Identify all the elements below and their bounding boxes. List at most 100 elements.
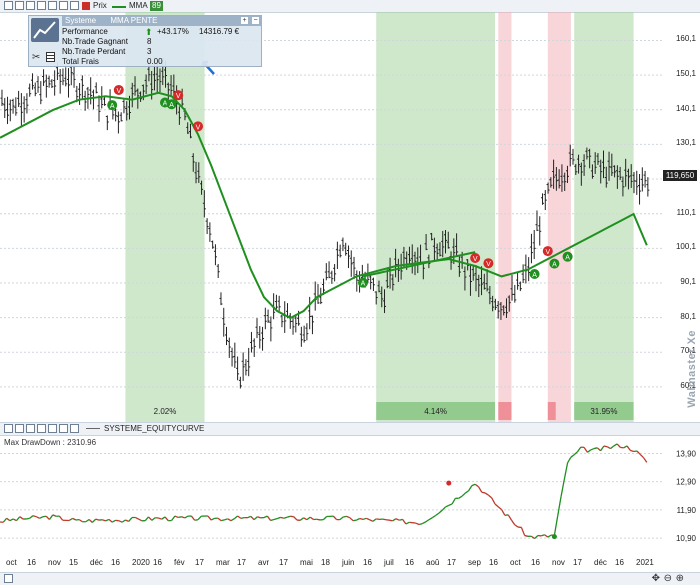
trade-zone: [125, 12, 204, 422]
equity-segment: [294, 517, 297, 520]
scroll-bar[interactable]: ✥ ⊖ ⊕: [0, 572, 700, 585]
equity-segment: [112, 520, 115, 522]
equity-segment: [601, 446, 604, 451]
equity-segment: [281, 517, 284, 518]
equity-segment: [611, 446, 614, 449]
equity-segment: [548, 535, 551, 537]
equity-segment: [30, 516, 33, 519]
equity-segment: [521, 527, 524, 535]
equity-segment: [257, 517, 260, 518]
window-icon[interactable]: [48, 424, 57, 433]
equity-segment: [43, 516, 46, 517]
equity-segment: [485, 493, 488, 495]
equity-segment: [432, 516, 435, 518]
mma-period-badge[interactable]: 89: [150, 1, 163, 11]
equity-segment: [224, 519, 227, 520]
equity-segment: [46, 516, 49, 519]
equity-segment: [158, 518, 161, 519]
equity-segment: [162, 517, 165, 519]
equity-segment: [254, 517, 257, 520]
equity-panel-title[interactable]: SYSTEME_EQUITYCURVE: [104, 423, 204, 435]
zoom-in-icon[interactable]: ⊕: [676, 573, 684, 584]
pan-icon[interactable]: ✥: [652, 573, 660, 584]
settings-icon[interactable]: [37, 1, 46, 10]
equity-segment: [396, 519, 399, 520]
equity-segment: [333, 516, 336, 519]
equity-segment: [3, 518, 6, 522]
time-axis-tick: 17: [573, 558, 582, 567]
equity-segment: [462, 493, 465, 496]
crosshair-tool-icon[interactable]: [4, 424, 13, 433]
time-axis-tick: 17: [237, 558, 246, 567]
price-series-label[interactable]: Prix: [93, 0, 107, 12]
time-axis-tick: 2021: [636, 558, 654, 567]
zoom-out-icon[interactable]: ⊖: [664, 573, 672, 584]
equity-segment: [135, 517, 138, 519]
scroll-left-icon[interactable]: [4, 574, 13, 583]
collapse-icon[interactable]: −: [252, 17, 259, 24]
indicator-icon[interactable]: [70, 424, 79, 433]
equity-segment: [607, 447, 610, 449]
time-axis-tick: 16: [153, 558, 162, 567]
equity-segment: [208, 516, 211, 520]
indicator-icon[interactable]: [70, 1, 79, 10]
equity-segment: [17, 517, 20, 521]
equity-segment: [525, 536, 528, 537]
trade-zone: [548, 12, 571, 422]
report-icon[interactable]: [46, 52, 55, 62]
equity-segment: [422, 522, 425, 524]
equity-segment: [92, 519, 95, 522]
time-axis-tick: 16: [405, 558, 414, 567]
legend-row-winning-label: Nb.Trade Gagnant: [62, 37, 128, 47]
equity-segment: [436, 513, 439, 515]
equity-segment: [597, 448, 600, 451]
expand-icon[interactable]: +: [241, 17, 248, 24]
equity-segment: [363, 518, 366, 519]
loss-band: [548, 402, 556, 420]
crosshair-tool-icon[interactable]: [4, 1, 13, 10]
grid-icon[interactable]: [59, 1, 68, 10]
brand-watermark: Walmaster Xe: [686, 330, 698, 408]
equity-segment: [591, 449, 594, 450]
equity-segment: [340, 517, 343, 520]
price-axis-tick: 110,1: [677, 208, 696, 217]
time-axis-tick: 16: [363, 558, 372, 567]
equity-segment: [69, 518, 72, 520]
equity-segment: [86, 519, 89, 521]
grid-icon[interactable]: [59, 424, 68, 433]
equity-segment: [502, 510, 505, 516]
tools-icon[interactable]: ✂: [32, 52, 40, 63]
settings-icon[interactable]: [37, 424, 46, 433]
equity-segment: [304, 518, 307, 520]
equity-segment: [508, 515, 511, 520]
zoom-tool-icon[interactable]: [15, 424, 24, 433]
mma-label[interactable]: MMA: [129, 0, 148, 12]
time-axis-tick: nov: [552, 558, 565, 567]
equity-segment: [419, 524, 422, 525]
equity-segment: [343, 516, 346, 517]
window-icon[interactable]: [48, 1, 57, 10]
zoom-tool-icon[interactable]: [15, 1, 24, 10]
equity-segment: [545, 535, 548, 537]
price-axis-tick: 100,1: [676, 242, 696, 251]
signal-label: A: [169, 102, 174, 109]
equity-segment: [139, 519, 142, 521]
equity-segment: [238, 516, 241, 518]
time-axis-tick: oct: [510, 558, 521, 567]
equity-segment: [505, 515, 508, 516]
time-axis-tick: avr: [258, 558, 269, 567]
equity-segment: [26, 518, 29, 519]
time-axis-tick: sep: [468, 558, 481, 567]
equity-segment: [558, 497, 561, 516]
price-axis-tick: 90,1: [680, 277, 696, 286]
legend-row-performance-value: +43.17%: [157, 27, 189, 37]
equity-segment: [13, 519, 16, 521]
system-logo-icon: [31, 18, 59, 42]
equity-segment: [182, 517, 185, 518]
equity-segment: [317, 519, 320, 520]
draw-tool-icon[interactable]: [26, 424, 35, 433]
legend-strategy-name: MMA PENTE: [110, 16, 157, 25]
draw-tool-icon[interactable]: [26, 1, 35, 10]
